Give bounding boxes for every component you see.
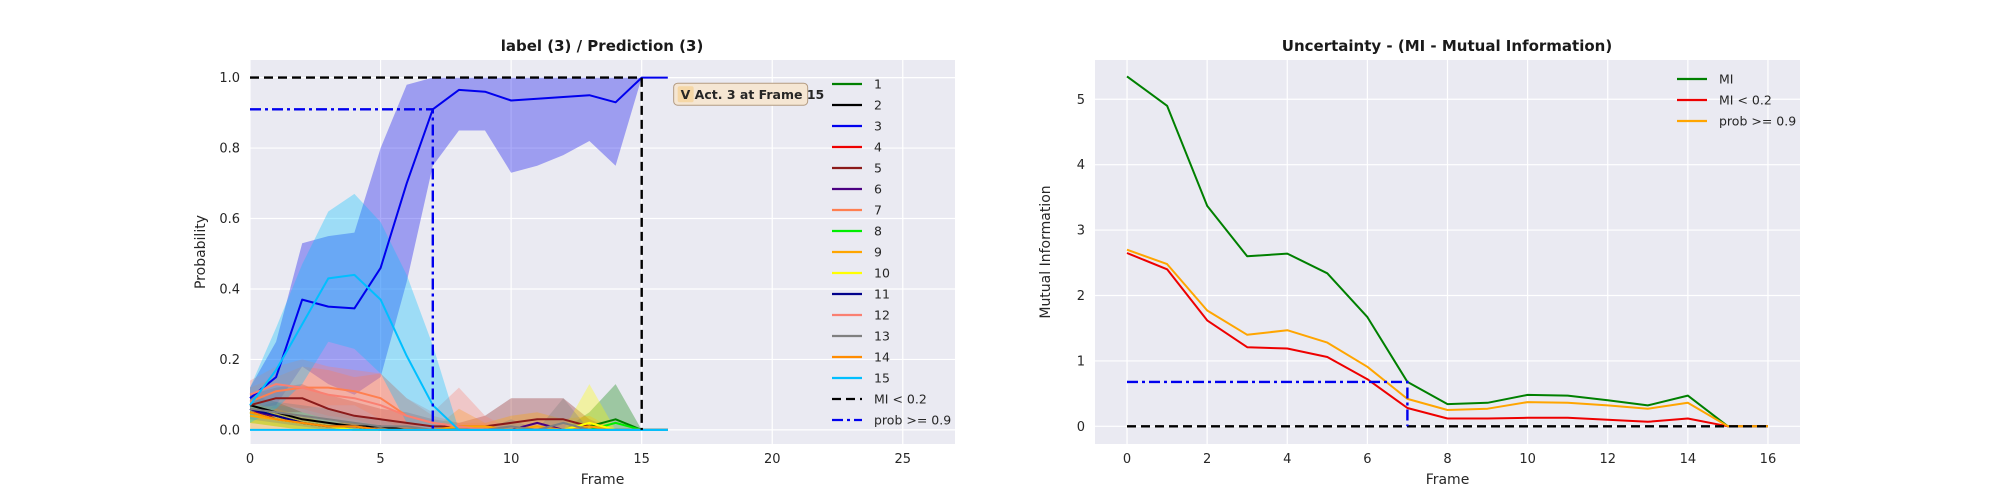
y-tick-label: 1.0 [219, 71, 240, 86]
legend-label-11: 11 [874, 287, 890, 302]
series-line-MI [1126, 75, 1768, 428]
y-tick-label: 3 [1077, 224, 1085, 239]
legend-label-MI: MI [1719, 72, 1733, 87]
annotation-box [673, 82, 809, 106]
legend-label-12: 12 [874, 308, 890, 323]
x-tick-label: 10 [503, 452, 520, 467]
series-line-MI < 0.2 [1126, 252, 1768, 428]
confidence-band-15 [250, 193, 668, 430]
chart-title: Uncertainty - (MI - Mutual Information) [1282, 37, 1612, 55]
y-tick-label: 0.8 [219, 142, 240, 157]
y-tick-label: 0.0 [219, 423, 240, 438]
threshold-line-2 [250, 108, 434, 430]
y-tick-label: 0 [1077, 420, 1085, 435]
legend-label-3: 3 [874, 119, 882, 134]
legend-label-8: 8 [874, 224, 882, 239]
x-tick-label: 14 [1680, 452, 1697, 467]
x-tick-label: 2 [1203, 452, 1211, 467]
y-axis-label: Mutual Information [1038, 185, 1054, 318]
x-axis-label: Frame [581, 472, 625, 488]
chart-title: label (3) / Prediction (3) [501, 37, 704, 55]
x-tick-label: 20 [764, 452, 781, 467]
annotation-text: V Act. 3 at Frame 15 [681, 87, 825, 102]
y-tick-label: 5 [1077, 93, 1085, 108]
y-tick-label: 1 [1077, 354, 1085, 369]
x-tick-label: 16 [1760, 452, 1777, 467]
y-tick-label: 4 [1077, 158, 1085, 173]
y-tick-label: 0.4 [219, 282, 240, 297]
legend-label-prob >= 0.9: prob >= 0.9 [874, 413, 951, 428]
x-tick-label: 10 [1519, 452, 1536, 467]
legend-label-13: 13 [874, 329, 890, 344]
x-axis-label: Frame [1426, 472, 1470, 488]
x-tick-label: 25 [895, 452, 912, 467]
x-tick-label: 8 [1443, 452, 1451, 467]
legend-label-MI < 0.2: MI < 0.2 [874, 392, 927, 407]
confidence-band-10 [250, 384, 668, 430]
legend-label-2: 2 [874, 98, 882, 113]
x-tick-label: 5 [376, 452, 384, 467]
legend-label-6: 6 [874, 182, 882, 197]
threshold-line-2 [1127, 380, 1409, 427]
x-tick-label: 6 [1363, 452, 1371, 467]
legend-label-1: 1 [874, 77, 882, 92]
series-line-prob >= 0.9 [1126, 248, 1768, 428]
confidence-band-12 [250, 359, 668, 430]
confidence-band-7 [250, 366, 668, 430]
legend-label-10: 10 [874, 266, 890, 281]
x-tick-label: 4 [1283, 452, 1291, 467]
threshold-line-1 [250, 76, 643, 430]
y-axis-label: Probability [193, 215, 209, 289]
confidence-band-3 [250, 77, 668, 409]
legend-label-5: 5 [874, 161, 882, 176]
legend-label-7: 7 [874, 203, 882, 218]
y-tick-label: 0.6 [219, 212, 240, 227]
legend-label-9: 9 [874, 245, 882, 260]
legend-label-14: 14 [874, 350, 890, 365]
x-tick-label: 15 [633, 452, 650, 467]
legend-label-prob >= 0.9: prob >= 0.9 [1719, 114, 1796, 129]
x-tick-label: 0 [246, 452, 254, 467]
x-tick-label: 12 [1599, 452, 1616, 467]
y-tick-label: 0.2 [219, 353, 240, 368]
legend-label-MI < 0.2: MI < 0.2 [1719, 93, 1772, 108]
legend-label-4: 4 [874, 140, 882, 155]
series-line-3 [249, 76, 668, 399]
annotation-check-bg [677, 86, 694, 103]
y-tick-label: 2 [1077, 289, 1085, 304]
legend-label-15: 15 [874, 371, 890, 386]
x-tick-label: 0 [1123, 452, 1131, 467]
